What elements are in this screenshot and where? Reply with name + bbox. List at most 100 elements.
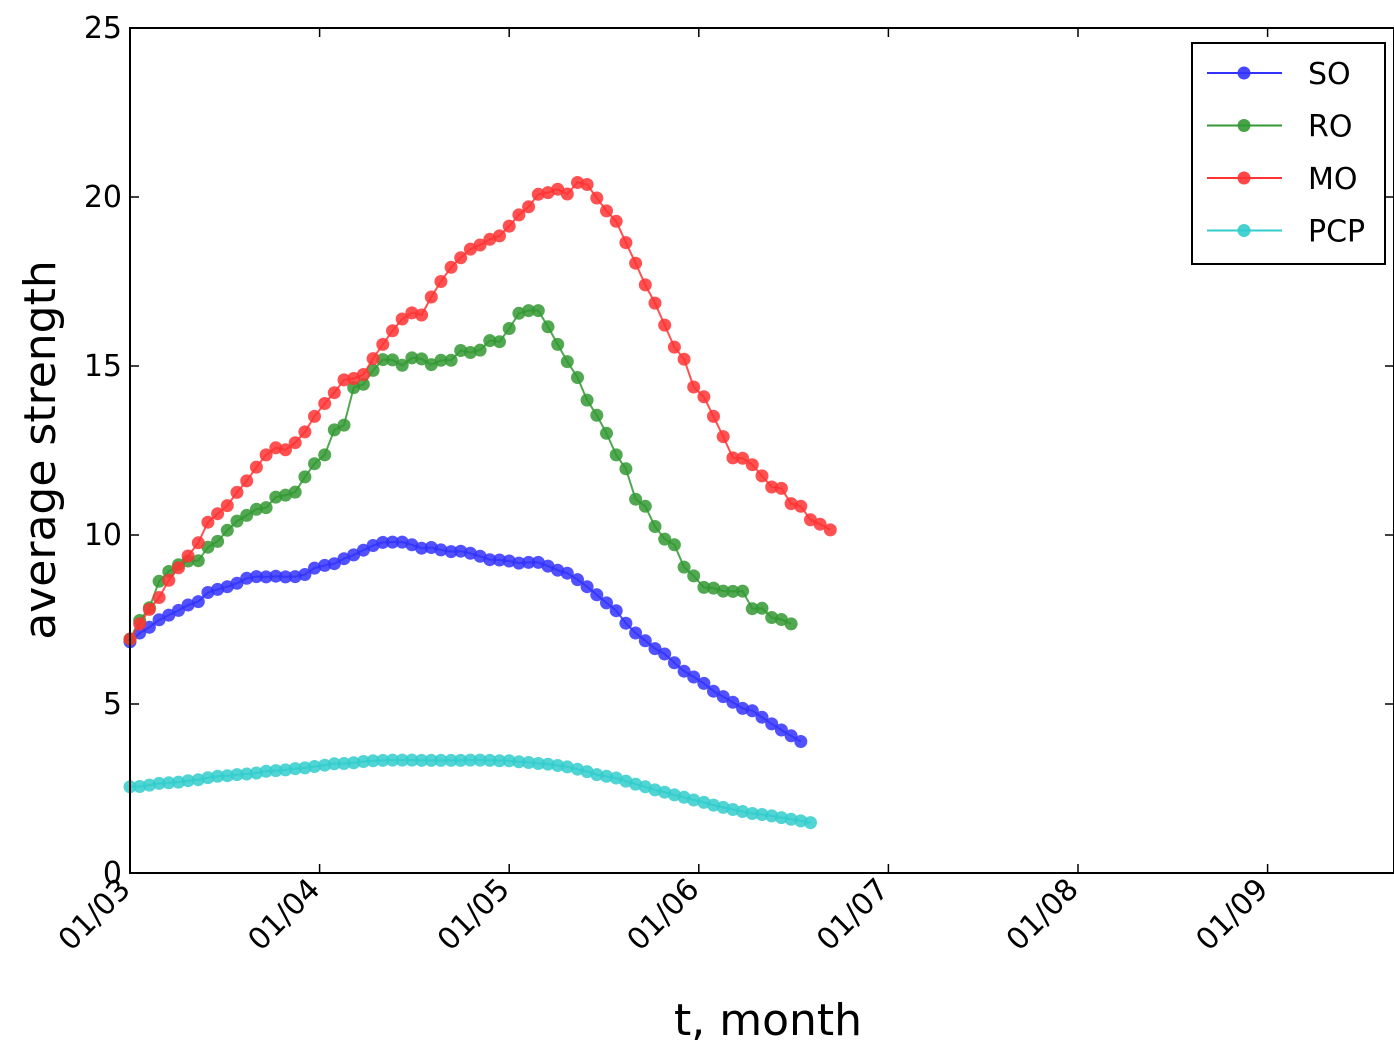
data-point — [386, 535, 399, 549]
data-point — [667, 538, 681, 552]
data-point — [337, 373, 351, 387]
data-point — [366, 754, 380, 768]
data-point — [240, 474, 254, 488]
legend-swatch-marker — [1237, 171, 1251, 185]
data-point — [172, 775, 185, 789]
data-point — [259, 570, 273, 584]
data-point — [638, 499, 652, 513]
data-point — [142, 602, 156, 616]
data-point — [726, 803, 740, 816]
data-point — [755, 469, 769, 483]
legend: SO RO MO PCP — [1191, 42, 1386, 265]
data-point — [318, 558, 332, 572]
legend-swatch-marker — [1237, 119, 1251, 132]
data-point — [249, 570, 263, 584]
data-point — [162, 573, 176, 587]
data-point — [230, 485, 244, 499]
data-point — [142, 778, 156, 792]
data-point — [600, 769, 613, 783]
data-point — [415, 308, 429, 322]
data-point — [152, 613, 166, 627]
data-point — [395, 753, 409, 767]
data-point — [512, 208, 526, 222]
data-point — [726, 695, 740, 709]
data-point — [201, 771, 215, 785]
data-point — [298, 568, 312, 581]
data-point — [774, 613, 788, 626]
plot-frame — [129, 27, 1394, 874]
data-point — [765, 480, 779, 494]
data-point — [133, 780, 147, 793]
data-point — [522, 200, 536, 214]
data-point — [638, 634, 652, 648]
data-point — [444, 545, 458, 559]
data-point — [590, 408, 604, 422]
data-point — [590, 768, 604, 782]
data-point — [211, 534, 225, 548]
data-point — [745, 704, 759, 718]
data-point — [687, 380, 701, 394]
data-point — [220, 499, 234, 513]
y-tick-label: 15 — [84, 349, 122, 384]
data-point — [755, 601, 769, 615]
data-point — [405, 753, 419, 767]
data-point — [765, 809, 779, 823]
data-point — [298, 470, 312, 484]
data-point — [541, 320, 555, 334]
data-point — [794, 814, 808, 828]
data-point — [473, 238, 487, 252]
data-point — [667, 788, 681, 802]
data-point — [522, 756, 536, 769]
data-point — [249, 460, 263, 474]
data-point — [667, 656, 681, 670]
data-point — [318, 448, 332, 462]
data-point — [152, 591, 166, 604]
legend-label: PCP — [1308, 215, 1365, 250]
data-point — [327, 423, 341, 437]
data-point — [493, 553, 506, 567]
data-point — [415, 541, 429, 555]
data-point — [794, 499, 808, 513]
data-point — [687, 793, 701, 807]
data-point — [493, 335, 506, 349]
x-tick-label: 01/09 — [1189, 872, 1275, 958]
data-point — [269, 490, 283, 504]
data-point — [318, 758, 332, 772]
series-line — [129, 759, 811, 824]
data-point — [444, 353, 458, 367]
data-point — [619, 616, 633, 630]
data-point — [454, 344, 468, 357]
data-point — [600, 204, 613, 218]
data-point — [434, 275, 448, 288]
data-point — [230, 576, 244, 590]
data-point — [347, 548, 361, 562]
data-point — [220, 523, 234, 537]
data-point — [600, 596, 613, 610]
data-point — [687, 569, 701, 583]
data-point — [327, 757, 341, 771]
data-point — [444, 753, 458, 767]
data-point — [259, 501, 273, 515]
data-point — [619, 462, 633, 476]
data-point — [249, 766, 263, 780]
data-point — [483, 553, 497, 567]
data-point — [551, 182, 565, 196]
data-point — [512, 755, 526, 769]
data-point — [590, 588, 604, 602]
data-point — [162, 608, 176, 622]
data-point — [667, 340, 681, 354]
data-point — [541, 757, 555, 771]
data-point — [774, 481, 788, 495]
data-point — [522, 304, 536, 318]
data-point — [580, 178, 594, 191]
data-point — [356, 755, 370, 768]
series-so — [123, 535, 808, 748]
data-point — [560, 187, 574, 201]
series-layer — [123, 176, 837, 830]
data-point — [162, 776, 176, 790]
data-point — [823, 523, 837, 537]
data-point — [551, 759, 565, 772]
data-point — [376, 753, 390, 767]
data-point — [697, 580, 711, 594]
data-point — [502, 322, 516, 335]
